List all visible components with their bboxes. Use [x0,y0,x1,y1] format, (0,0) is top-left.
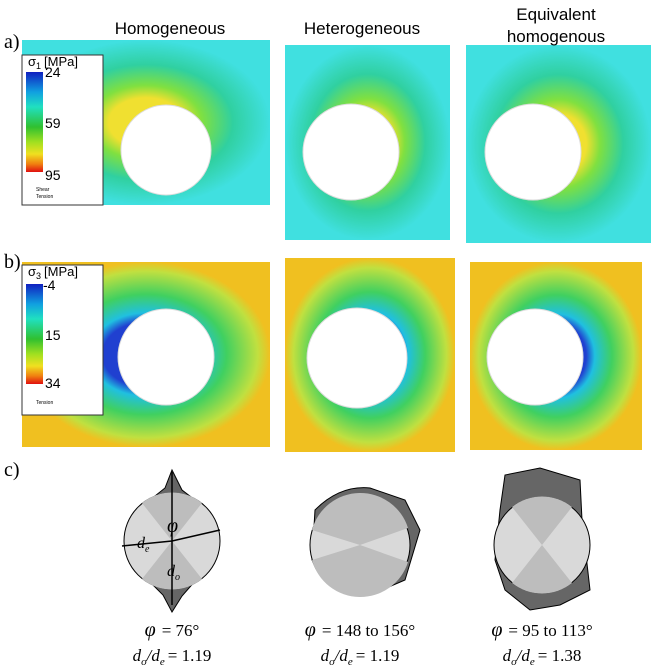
hole [307,308,407,408]
panel-label: c) [4,459,20,481]
hole [485,104,581,200]
hole [487,309,583,405]
panel-label: b) [4,251,21,273]
caption-ratio: do/de= 1.19 [321,646,400,668]
colorbar-label: 24 [45,64,61,80]
column-title: Heterogeneous [304,19,420,38]
hole [118,309,214,405]
colorbar-label: 34 [45,375,61,391]
caption-angle: φ= 76° [145,619,200,641]
column-title: homogenous [507,27,605,46]
column-title: Equivalent [516,5,596,24]
hole [121,105,211,195]
legend: σ3[MPa] -4 15 34 Tension [22,264,103,415]
marker-label: Shear [36,187,50,193]
stress-fields [22,40,651,452]
legend: σ1[MPa] 24 59 95 Shear Tension [22,54,103,205]
diagram-label: φ [167,515,178,537]
panel-label: a) [4,31,20,53]
colorbar [26,72,43,172]
column-headers: Homogeneous Heterogeneous Equivalent homoge… [115,5,605,46]
caption-ratio: do/de= 1.19 [133,646,212,668]
colorbar [26,284,43,384]
figure: a) b) c) σ1[MPa] 24 59 95 Shear Tension … [0,0,657,671]
marker-label: Tension [36,400,53,406]
hole [303,104,399,200]
panel-labels: a) b) c) [4,31,21,481]
column-title: Homogeneous [115,19,226,38]
marker-label: Tension [36,194,53,200]
caption-angle: φ= 95 to 113° [491,619,592,641]
caption-ratio: do/de= 1.38 [503,646,582,668]
colorbar-label: -4 [43,277,56,293]
caption-angle: φ= 148 to 156° [305,619,415,641]
colorbar-label: 15 [45,327,61,343]
colorbar-label: 59 [45,115,61,131]
captions: φ= 76° do/de= 1.19 φ= 148 to 156° do/de= 1.… [133,619,593,668]
colorbar-label: 95 [45,167,61,183]
breakout-shapes: φ de do [122,468,590,612]
